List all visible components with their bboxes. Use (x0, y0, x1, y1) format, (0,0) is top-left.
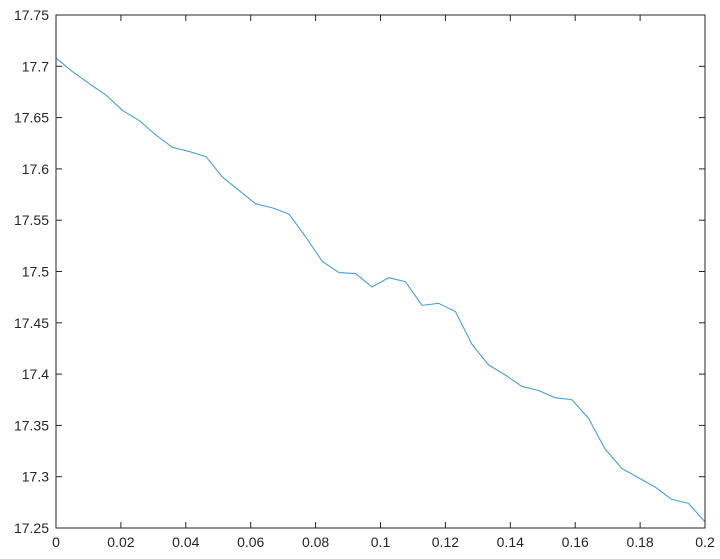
x-tick-label: 0.08 (302, 534, 329, 550)
x-tick-label: 0.04 (172, 534, 199, 550)
y-tick-label: 17.45 (14, 315, 49, 331)
series-layer (55, 57, 706, 523)
x-tick-label: 0.16 (562, 534, 589, 550)
series-line (55, 57, 706, 523)
x-axis-ticks: 0 0.02 0.04 0.06 0.08 0.1 0.12 0.14 0.16 0.18 0.2 (52, 15, 715, 550)
x-tick-label: 0.18 (626, 534, 653, 550)
x-tick-label: 0.12 (432, 534, 459, 550)
x-tick-label: 0.14 (497, 534, 524, 550)
x-tick-label: 0 (52, 534, 60, 550)
y-tick-label: 17.6 (22, 161, 49, 177)
y-tick-label: 17.7 (22, 58, 49, 74)
y-axis-ticks: 17.25 17.3 17.35 17.4 17.45 17.5 17.55 17.6 17.6… (14, 7, 705, 536)
y-tick-label: 17.4 (22, 366, 49, 382)
y-tick-label: 17.55 (14, 212, 49, 228)
plot-area (56, 15, 705, 528)
x-tick-label: 0.06 (237, 534, 264, 550)
x-tick-label: 0.1 (371, 534, 391, 550)
axes-box (55, 14, 706, 529)
y-tick-label: 17.35 (14, 417, 49, 433)
y-tick-label: 17.75 (14, 7, 49, 23)
y-tick-label: 17.3 (22, 469, 49, 485)
y-tick-label: 17.65 (14, 110, 49, 126)
y-tick-label: 17.5 (22, 264, 49, 280)
x-tick-label: 0.2 (695, 534, 715, 550)
x-tick-label: 0.02 (107, 534, 134, 550)
y-tick-label: 17.25 (14, 520, 49, 536)
